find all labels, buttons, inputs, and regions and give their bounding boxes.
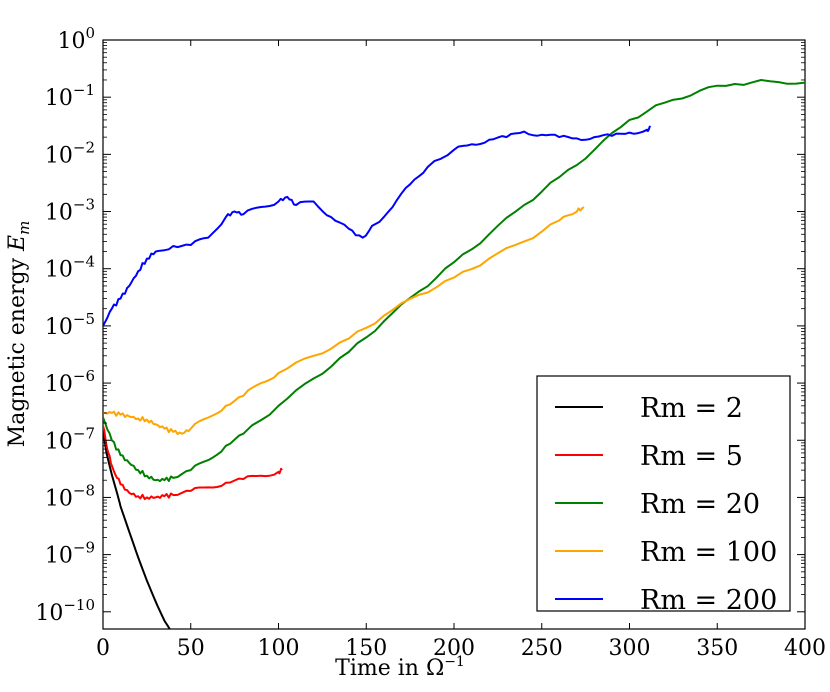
axis-ticks: 0 50 100 150 200 250 300 350 400 10−10 10−9 10−8 10−…: [35, 24, 826, 661]
y-tick-label: 10−3: [45, 196, 95, 226]
x-tick-label: 100: [258, 636, 300, 661]
series-line-rm-5: [103, 425, 283, 501]
series-line-rm-100: [103, 206, 585, 435]
x-tick-label: 200: [433, 636, 475, 661]
series-layer: [103, 79, 805, 629]
x-tick-label: 0: [96, 636, 110, 661]
series-line-rm-20: [103, 79, 805, 483]
x-tick-label: 250: [521, 636, 563, 661]
y-tick-label: 10−10: [35, 596, 95, 626]
x-axis-label: Time in Ω−1: [335, 654, 465, 681]
series-line-rm-2: [103, 430, 171, 629]
y-tick-label: 10−8: [45, 481, 95, 511]
legend-label: Rm = 5: [640, 441, 743, 472]
y-tick-label: 10−6: [45, 367, 95, 397]
legend-label: Rm = 20: [640, 489, 760, 520]
y-tick-label: 10−2: [45, 138, 95, 168]
y-tick-label: 10−7: [45, 424, 95, 454]
y-tick-label: 10−4: [45, 253, 95, 283]
x-tick-label: 150: [345, 636, 387, 661]
legend: Rm = 2 Rm = 5 Rm = 20 Rm = 100 Rm = 200: [536, 375, 791, 616]
legend-box: [536, 375, 791, 612]
y-tick-label: 100: [57, 24, 95, 54]
series-line-rm-200: [103, 125, 652, 327]
legend-label: Rm = 100: [640, 537, 777, 568]
x-tick-label: 400: [784, 636, 826, 661]
x-tick-label: 50: [177, 636, 205, 661]
legend-label: Rm = 200: [640, 585, 777, 616]
legend-label: Rm = 2: [640, 393, 743, 424]
x-tick-label: 350: [696, 636, 738, 661]
y-tick-label: 10−1: [45, 81, 95, 111]
x-tick-label: 300: [609, 636, 651, 661]
y-tick-label: 10−5: [45, 310, 95, 340]
y-axis-label: Magnetic energy Em: [5, 221, 33, 448]
y-tick-label: 10−9: [45, 539, 95, 569]
